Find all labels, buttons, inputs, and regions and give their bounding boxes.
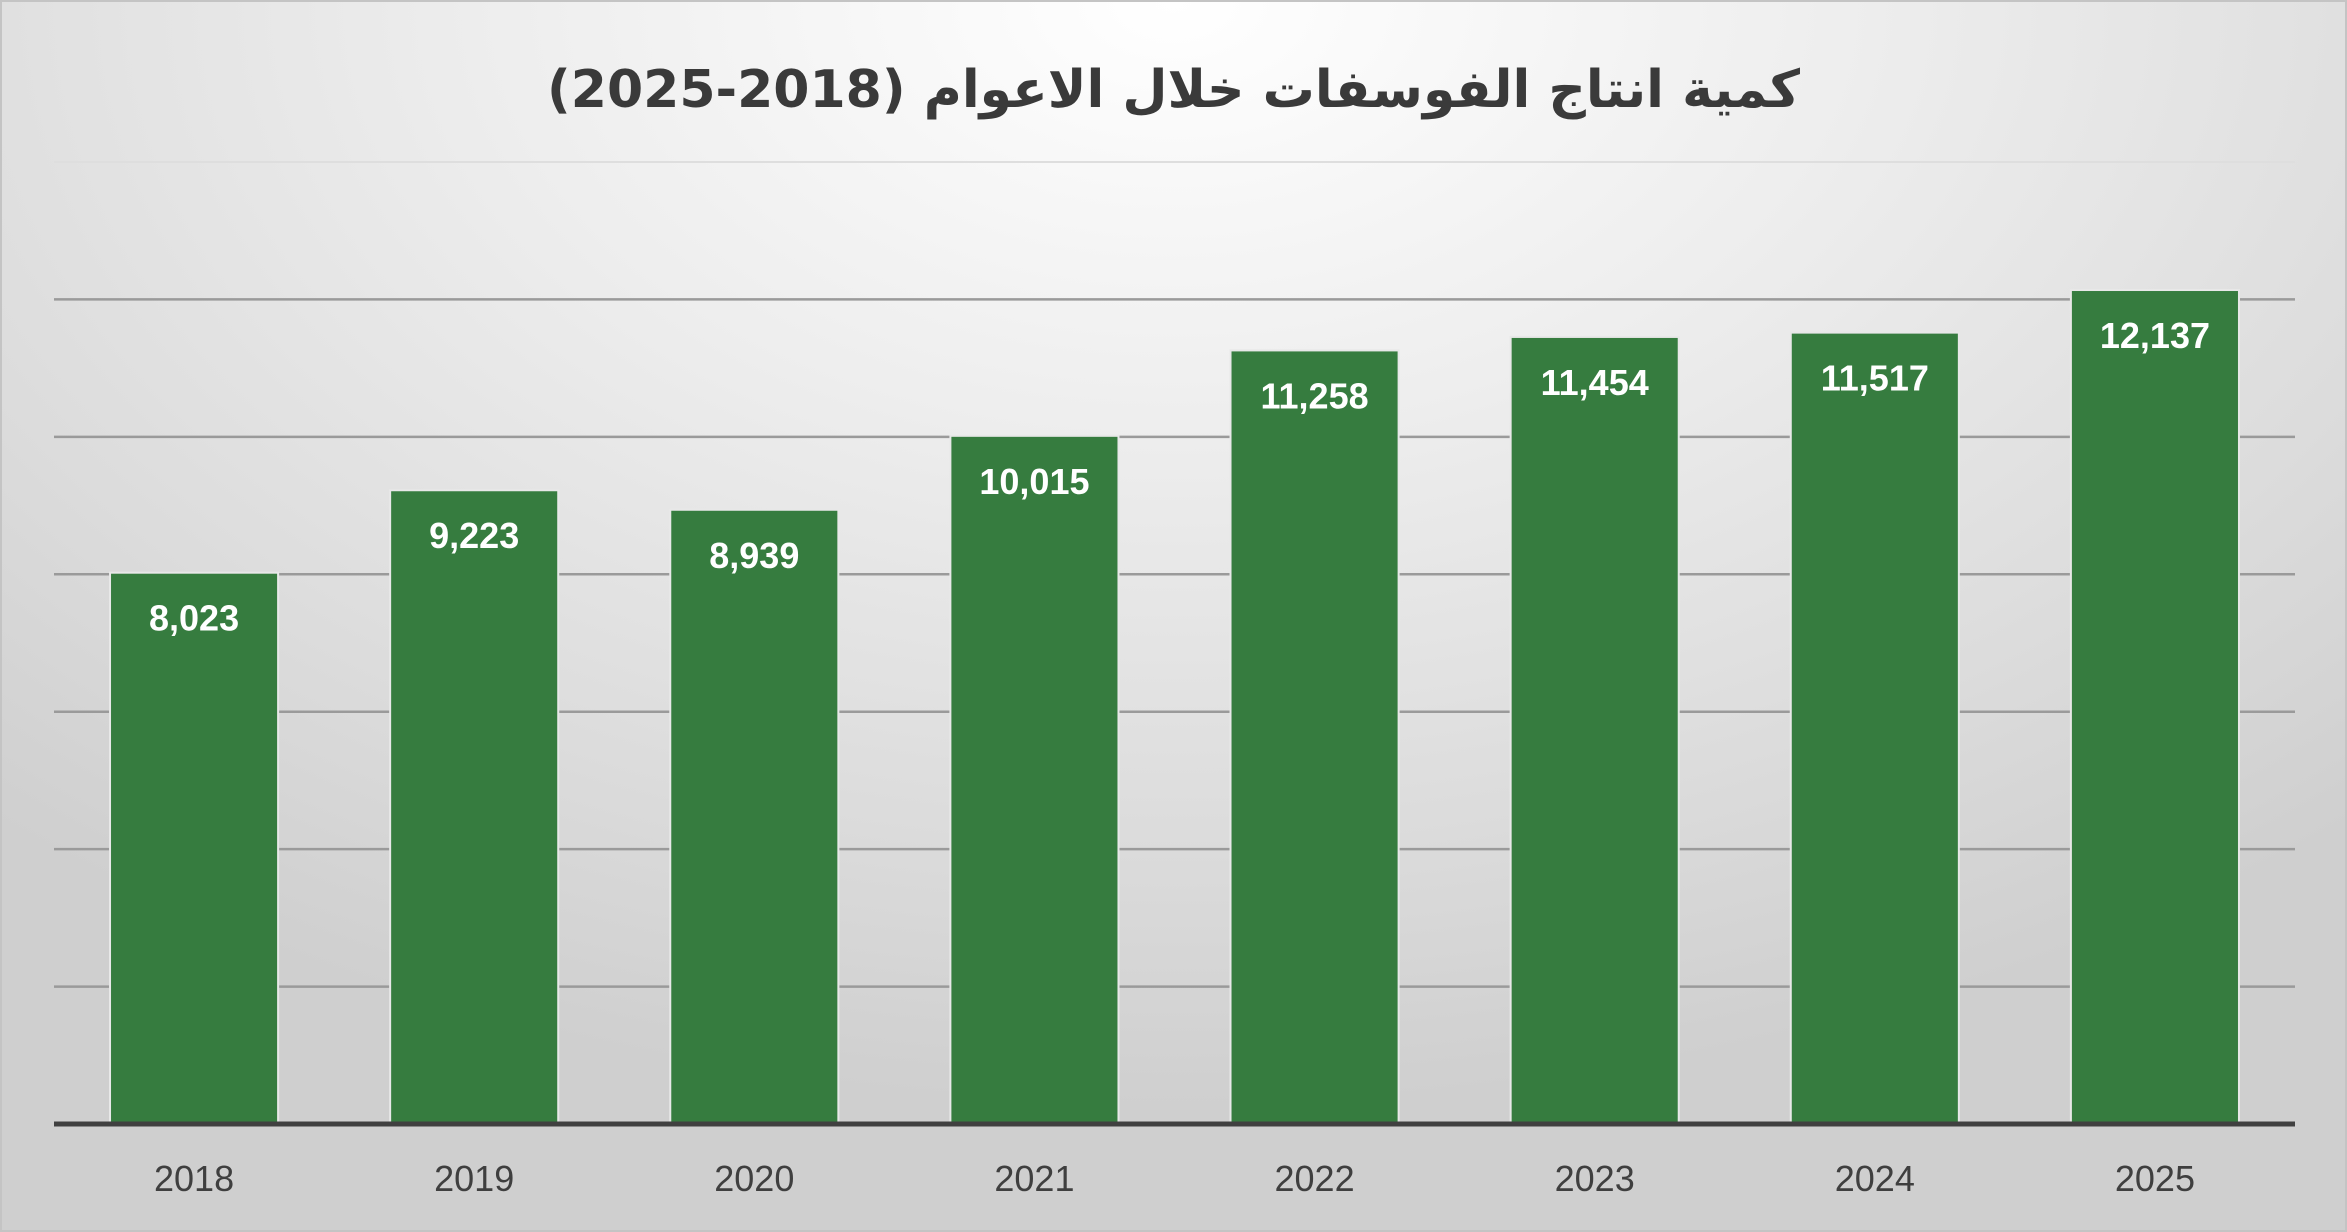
bar-2023 (1509, 335, 1680, 1125)
data-label-2023: 11,454 (1541, 362, 1649, 403)
data-labels: 8,023 9,223 8,939 10,015 11,258 11,454 11,517 1… (149, 315, 2210, 639)
x-tick-label-2020: 2020 (714, 1158, 794, 1199)
data-label-2024: 11,517 (1821, 358, 1929, 399)
bar-2018 (109, 571, 280, 1125)
x-tick-label-2023: 2023 (1555, 1158, 1635, 1199)
bar-2021 (949, 434, 1120, 1125)
data-label-2021: 10,015 (979, 461, 1089, 502)
data-label-2025: 12,137 (2100, 315, 2210, 356)
bar-2024 (1789, 331, 1960, 1126)
bar-2025 (2069, 289, 2240, 1125)
data-label-2018: 8,023 (149, 598, 239, 639)
x-tick-label-2018: 2018 (154, 1158, 234, 1199)
data-label-2022: 11,258 (1261, 375, 1369, 416)
x-tick-label-2025: 2025 (2115, 1158, 2195, 1199)
x-tick-label-2022: 2022 (1275, 1158, 1355, 1199)
x-tick-label-2021: 2021 (994, 1158, 1074, 1199)
bars (109, 289, 2240, 1126)
data-label-2019: 9,223 (429, 515, 519, 556)
x-tick-labels: 2018 2019 2020 2021 2022 2023 2024 2025 (154, 1158, 2195, 1199)
data-label-2020: 8,939 (709, 535, 799, 576)
bar-2020 (669, 508, 840, 1125)
x-tick-label-2024: 2024 (1835, 1158, 1915, 1199)
bar-2022 (1229, 349, 1400, 1126)
chart-title: كمية انتاج الفوسفات خلال الاعوام (2018-2… (547, 60, 1800, 120)
x-tick-label-2019: 2019 (434, 1158, 514, 1199)
bar-2019 (389, 489, 560, 1125)
